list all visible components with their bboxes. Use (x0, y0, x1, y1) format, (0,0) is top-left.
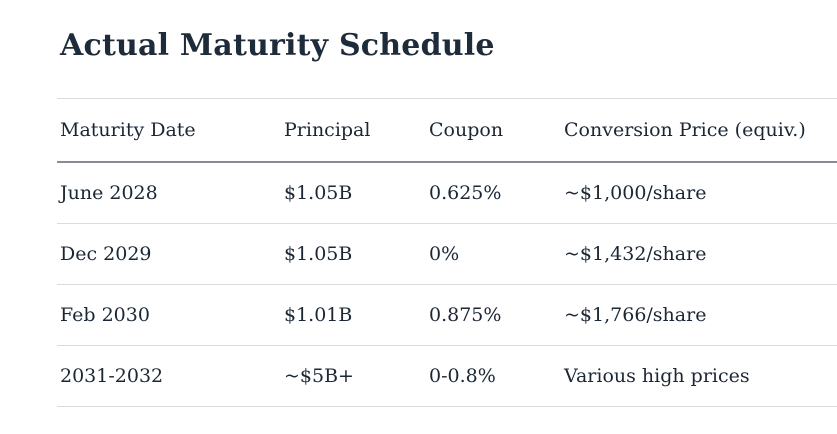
cell-coupon: 0% (429, 243, 460, 265)
table-header-row: Maturity Date Principal Coupon Conversio… (57, 98, 837, 163)
cell-principal: $1.05B (284, 182, 353, 204)
table-row: Feb 2030 $1.01B 0.875% ~$1,766/share (57, 285, 837, 346)
table-body: June 2028 $1.05B 0.625% ~$1,000/share De… (57, 163, 837, 407)
cell-principal: ~$5B+ (284, 365, 354, 387)
cell-principal: $1.05B (284, 243, 353, 265)
cell-conversion-price: ~$1,432/share (564, 243, 707, 265)
cell-coupon: 0.875% (429, 304, 502, 326)
cell-maturity-date: Feb 2030 (60, 304, 150, 326)
cell-maturity-date: Dec 2029 (60, 243, 152, 265)
cell-conversion-price: Various high prices (564, 365, 750, 387)
column-header-coupon: Coupon (429, 119, 504, 141)
column-header-maturity-date: Maturity Date (60, 119, 196, 141)
column-header-principal: Principal (284, 119, 371, 141)
page-title: Actual Maturity Schedule (60, 28, 495, 63)
maturity-schedule-table: Maturity Date Principal Coupon Conversio… (57, 98, 837, 407)
cell-conversion-price: ~$1,000/share (564, 182, 707, 204)
column-header-conversion-price: Conversion Price (equiv.) (564, 119, 806, 141)
cell-conversion-price: ~$1,766/share (564, 304, 707, 326)
table-row: 2031-2032 ~$5B+ 0-0.8% Various high pric… (57, 346, 837, 407)
table-row: June 2028 $1.05B 0.625% ~$1,000/share (57, 163, 837, 224)
cell-coupon: 0.625% (429, 182, 502, 204)
cell-maturity-date: 2031-2032 (60, 365, 164, 387)
cell-maturity-date: June 2028 (60, 182, 158, 204)
cell-principal: $1.01B (284, 304, 353, 326)
cell-coupon: 0-0.8% (429, 365, 496, 387)
table-row: Dec 2029 $1.05B 0% ~$1,432/share (57, 224, 837, 285)
